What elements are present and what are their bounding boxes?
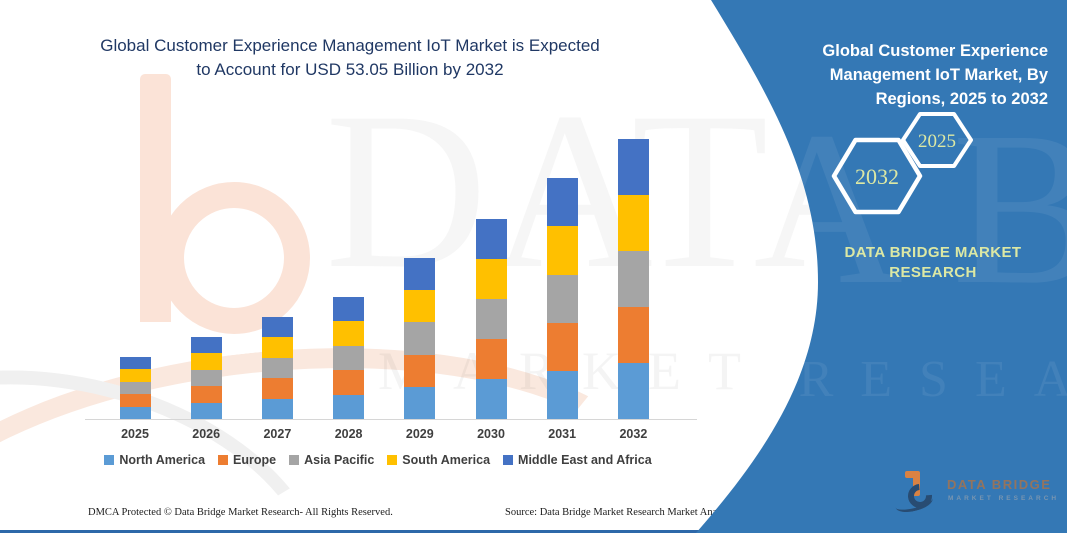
x-tick-2028: 2028 xyxy=(334,427,363,441)
x-tick-2031: 2031 xyxy=(548,427,577,441)
segment-asia-pacific-2025 xyxy=(119,381,151,395)
segment-europe-2028 xyxy=(333,370,365,395)
panel-brand-name: DATA BRIDGE MARKET RESEARCH xyxy=(844,244,1022,282)
segment-middle-east-and-africa-2030 xyxy=(475,219,507,260)
segment-europe-2027 xyxy=(261,378,293,399)
legend-item-europe: Europe xyxy=(218,453,276,467)
segment-south-america-2026 xyxy=(190,353,222,370)
segment-north-america-2025 xyxy=(119,406,151,419)
segment-asia-pacific-2032 xyxy=(617,250,649,307)
panel-watermark-row1: DATA BRIDGE xyxy=(325,86,1067,330)
segment-asia-pacific-2028 xyxy=(333,345,365,371)
segment-north-america-2028 xyxy=(333,394,365,419)
x-tick-2029: 2029 xyxy=(405,427,434,441)
segment-south-america-2028 xyxy=(333,321,365,346)
x-tick-2027: 2027 xyxy=(263,427,292,441)
legend-label: Europe xyxy=(233,453,277,467)
segment-south-america-2030 xyxy=(475,259,507,300)
segment-south-america-2029 xyxy=(404,290,436,323)
watermark-b-logo-ring xyxy=(158,182,310,334)
legend-item-south-america: South America xyxy=(387,453,490,467)
segment-north-america-2026 xyxy=(190,402,222,419)
hexagon-2025 xyxy=(901,112,973,168)
segment-asia-pacific-2031 xyxy=(546,274,578,323)
segment-asia-pacific-2029 xyxy=(404,322,436,355)
stacked-bar-2031 xyxy=(546,178,578,419)
logo-tagline-text: MARKET RESEARCH xyxy=(948,495,1060,502)
segment-middle-east-and-africa-2031 xyxy=(546,178,578,227)
segment-north-america-2027 xyxy=(261,398,293,419)
x-tick-2030: 2030 xyxy=(477,427,505,441)
segment-north-america-2029 xyxy=(404,386,436,419)
legend-label: North America xyxy=(119,453,206,467)
footer-source: Source: Data Bridge Market Research Mark… xyxy=(505,507,788,518)
segment-europe-2030 xyxy=(475,339,507,380)
stacked-bar-2030 xyxy=(475,219,507,419)
x-tick-2025: 2025 xyxy=(121,427,149,441)
stacked-bar-2028 xyxy=(333,297,365,419)
segment-asia-pacific-2030 xyxy=(475,299,507,340)
legend-swatch xyxy=(289,455,300,465)
segment-middle-east-and-africa-2027 xyxy=(261,317,293,338)
hexagon-2032-label: 2032 xyxy=(855,164,899,189)
x-tick-2032: 2032 xyxy=(619,427,648,441)
segment-middle-east-and-africa-2025 xyxy=(119,356,151,370)
logo-name-text: DATA BRIDGE xyxy=(947,477,1052,492)
company-logo: DATA BRIDGE MARKET RESEARCH xyxy=(893,468,1060,518)
hexagon-2032 xyxy=(831,137,923,215)
legend-swatch xyxy=(104,455,115,465)
segment-europe-2032 xyxy=(617,306,649,363)
footer-copyright: DMCA Protected © Data Bridge Market Rese… xyxy=(88,507,393,518)
stacked-bar-2026 xyxy=(190,336,222,419)
segment-north-america-2031 xyxy=(546,370,578,419)
segment-north-america-2030 xyxy=(475,379,507,419)
legend-swatch xyxy=(387,455,398,465)
legend-item-middle-east-and-africa: Middle East and Africa xyxy=(503,453,652,467)
segment-europe-2029 xyxy=(404,354,436,387)
legend-item-north-america: North America xyxy=(104,453,205,467)
panel-heading: Global Customer Experience Management Io… xyxy=(822,42,1048,108)
segment-asia-pacific-2026 xyxy=(190,369,222,387)
segment-europe-2026 xyxy=(190,386,222,403)
segment-middle-east-and-africa-2026 xyxy=(190,336,222,354)
segment-middle-east-and-africa-2028 xyxy=(333,297,365,322)
legend-swatch xyxy=(218,455,229,465)
bottom-divider-line xyxy=(0,530,1067,533)
chart-title: Global Customer Experience Management Io… xyxy=(100,36,600,80)
segment-south-america-2027 xyxy=(261,337,293,358)
segment-south-america-2025 xyxy=(119,369,151,382)
segment-north-america-2032 xyxy=(617,362,649,419)
legend-label: Middle East and Africa xyxy=(518,453,652,467)
hexagon-2025-label: 2025 xyxy=(918,131,956,152)
segment-middle-east-and-africa-2032 xyxy=(617,138,649,195)
watermark-b-logo-bar xyxy=(140,74,171,322)
hexagon-badges xyxy=(831,112,973,215)
chart-legend: North America Europe Asia Pacific South Ame… xyxy=(78,453,678,467)
segment-middle-east-and-africa-2029 xyxy=(404,257,436,291)
legend-item-asia-pacific: Asia Pacific xyxy=(289,453,374,467)
company-logo-icon xyxy=(893,471,941,516)
segment-asia-pacific-2027 xyxy=(261,357,293,379)
legend-label: Asia Pacific xyxy=(304,453,375,467)
legend-label: South America xyxy=(402,453,491,467)
segment-europe-2025 xyxy=(119,394,151,407)
segment-south-america-2031 xyxy=(546,226,578,275)
x-axis-line xyxy=(85,419,697,420)
x-tick-2026: 2026 xyxy=(192,427,221,441)
logo-swoosh xyxy=(893,490,935,516)
segment-south-america-2032 xyxy=(617,194,649,251)
stacked-bar-2027 xyxy=(261,317,293,419)
stacked-bar-2029 xyxy=(404,257,436,419)
stacked-bar-2025 xyxy=(119,356,151,419)
segment-europe-2031 xyxy=(546,322,578,371)
legend-swatch xyxy=(503,455,514,465)
stacked-bar-2032 xyxy=(617,138,649,419)
